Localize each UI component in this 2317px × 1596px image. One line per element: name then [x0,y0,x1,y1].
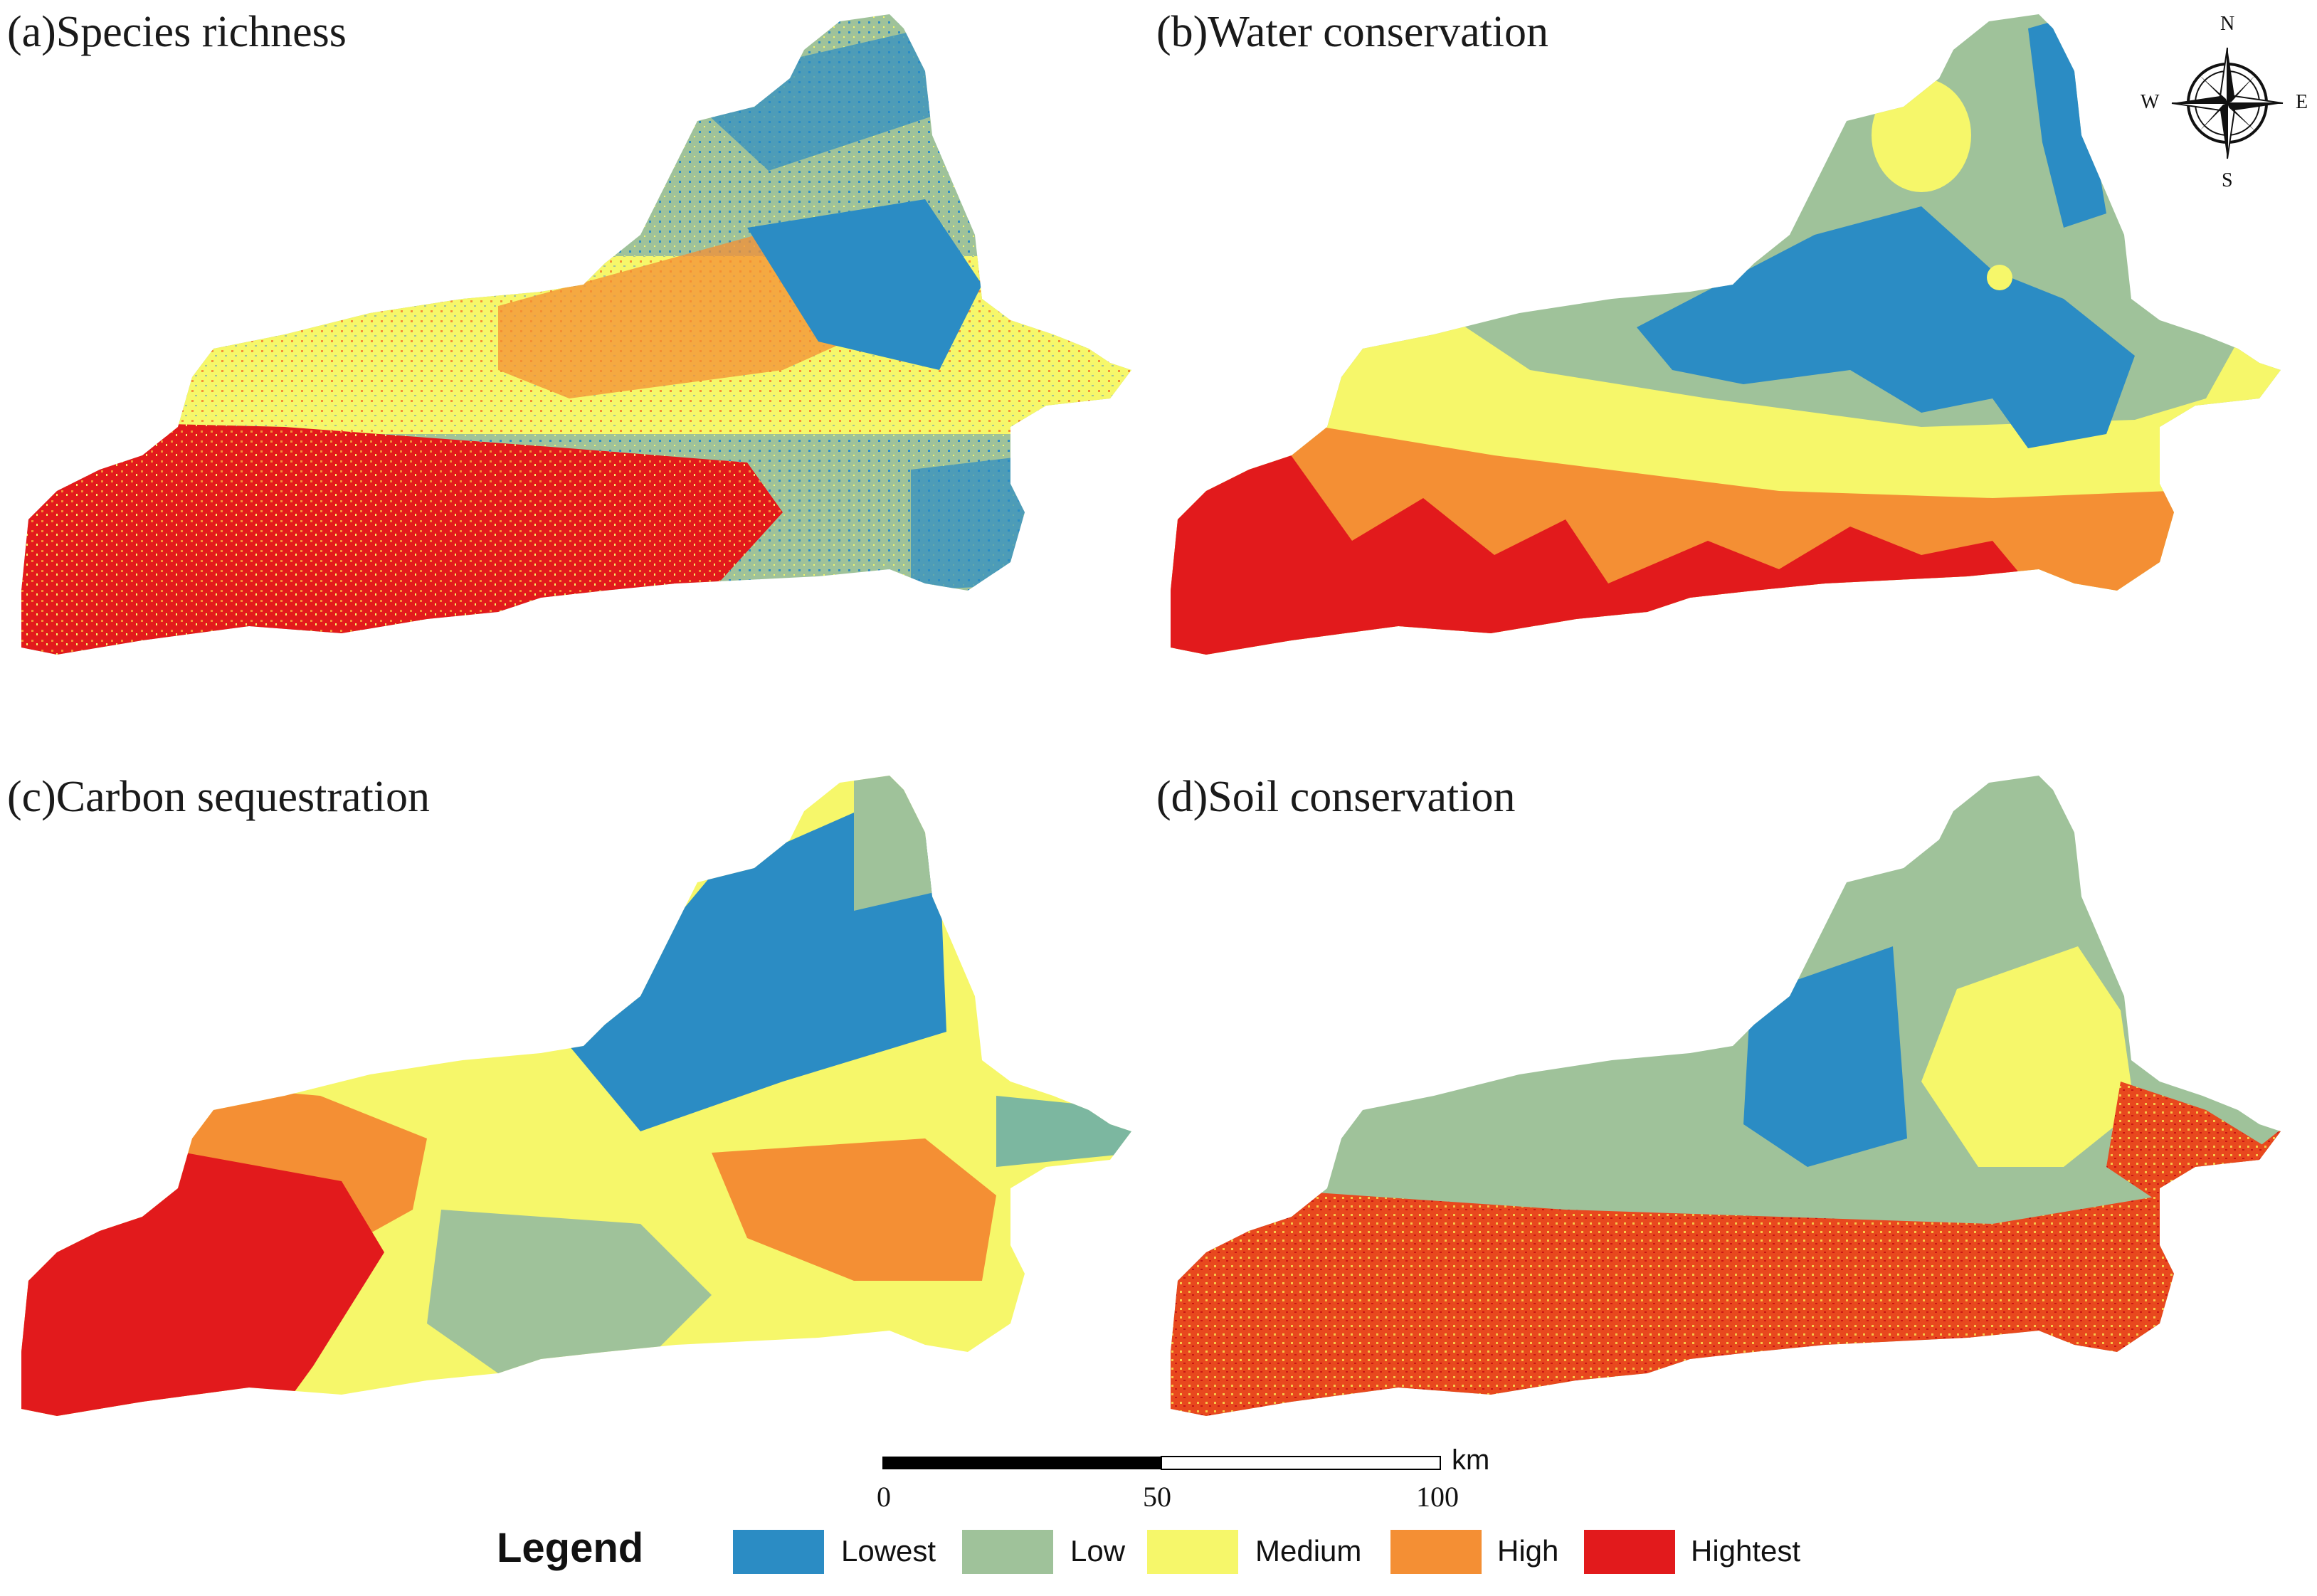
legend-label-lowest: Lowest [841,1534,936,1568]
compass-north-label: N [2220,13,2235,35]
legend-swatch-lowest [733,1530,824,1574]
panel-title-d: (d)Soil conservation [1156,773,1516,821]
scale-unit: km [1452,1444,1490,1476]
map-panel-a [21,14,1131,655]
scale-tick-50: 50 [1143,1481,1171,1513]
scale-bar [882,1456,1441,1470]
legend-swatch-medium [1147,1530,1238,1574]
map-panel-b [1171,14,2281,655]
legend-swatch-low [962,1530,1053,1574]
legend-label-high: High [1497,1534,1559,1568]
compass-east-label: E [2296,91,2308,113]
legend-label-hightest: Hightest [1691,1534,1801,1568]
legend-label-low: Low [1070,1534,1126,1568]
panel-title-b: (b)Water conservation [1156,8,1549,56]
legend-label-medium: Medium [1255,1534,1362,1568]
panel-title-a: (a)Species richness [7,8,347,56]
compass-west-label: W [2141,91,2160,113]
legend-swatch-hightest [1584,1530,1675,1574]
scale-tick-0: 0 [877,1481,891,1513]
legend-swatch-high [1390,1530,1482,1574]
panel-title-c: (c)Carbon sequestration [7,773,430,821]
map-panel-d [1171,776,2281,1416]
legend-title: Legend [497,1525,644,1571]
compass-rose-icon [2171,47,2284,159]
map-panel-c [21,776,1131,1416]
compass-south-label: S [2222,169,2233,191]
scale-tick-100: 100 [1416,1481,1459,1513]
